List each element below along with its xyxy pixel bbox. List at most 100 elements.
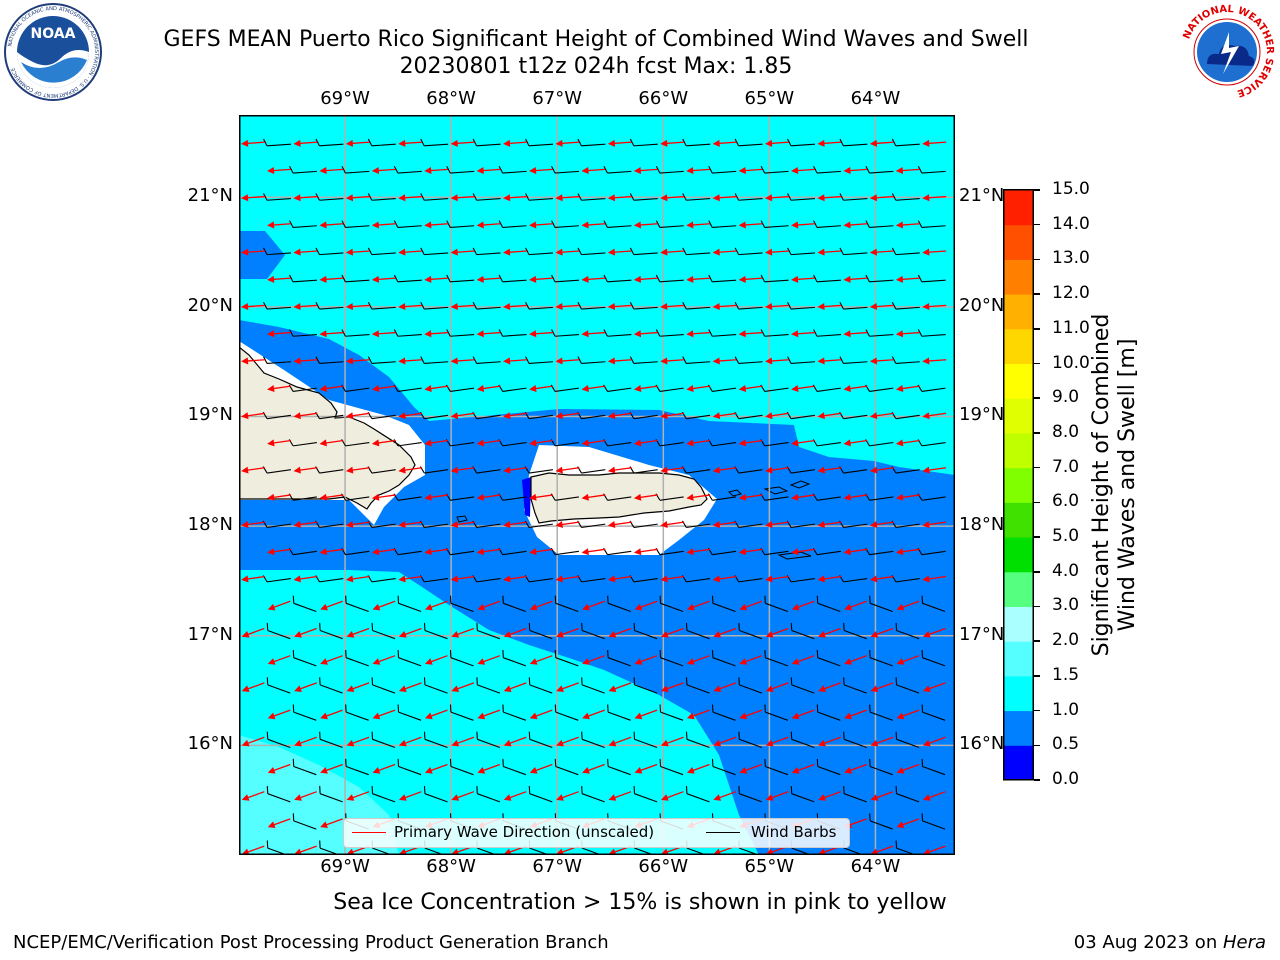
primary-wave-arrow: [765, 139, 790, 147]
wind-barb: [843, 731, 867, 749]
wind-barb: [554, 595, 579, 613]
wind-barb: [659, 704, 684, 721]
wind-barb: [449, 595, 474, 613]
wind-barb: [449, 704, 474, 721]
primary-wave-arrow: [424, 600, 448, 611]
wind-barb: [891, 302, 920, 310]
wind-barb: [554, 758, 579, 776]
wind-barb: [266, 622, 291, 640]
primary-wave-arrow: [686, 439, 711, 447]
wind-barb: [525, 247, 554, 256]
wind-barb: [711, 758, 736, 776]
primary-wave-arrow: [686, 493, 711, 501]
primary-wave-arrow: [607, 357, 632, 365]
primary-wave-arrow: [267, 709, 291, 720]
primary-wave-arrow: [791, 330, 816, 338]
wind-barb: [629, 302, 658, 310]
wind-barb: [603, 274, 632, 283]
primary-wave-arrow: [450, 248, 475, 256]
primary-wave-arrow: [241, 412, 265, 420]
map-frame: [239, 115, 955, 855]
lat-tick-left: 20°N: [187, 294, 233, 316]
colorbar-tick-mark: [1034, 328, 1040, 330]
lon-tick-top: 67°W: [532, 88, 583, 109]
wind-barb: [607, 758, 631, 776]
colorbar-tick-label: 14.0: [1052, 213, 1090, 234]
primary-wave-arrow: [870, 682, 894, 692]
wind-barb: [865, 220, 894, 228]
colorbar-tick-label: 5.0: [1052, 526, 1080, 547]
primary-wave-arrow: [895, 493, 920, 501]
primary-wave-arrow: [791, 221, 816, 229]
wind-barb: [446, 220, 475, 228]
primary-wave-arrow: [529, 655, 553, 665]
primary-wave-arrow: [922, 575, 947, 583]
primary-wave-arrow: [686, 167, 711, 175]
primary-wave-arrow: [555, 466, 580, 474]
colorbar-segment: [1004, 190, 1033, 226]
colorbar-tick-mark: [1034, 397, 1040, 399]
wind-barb: [502, 758, 527, 776]
wind-barb: [869, 650, 893, 667]
lat-tick-left: 17°N: [187, 623, 233, 645]
wind-barb: [708, 274, 737, 283]
colorbar-tick-mark: [1034, 605, 1040, 608]
lon-tick-bottom: 68°W: [426, 856, 476, 877]
wind-barb: [685, 786, 710, 803]
colorbar-tick-mark: [1034, 258, 1040, 261]
primary-wave-arrow: [686, 655, 710, 665]
primary-wave-arrow: [922, 139, 947, 147]
primary-wave-arrow: [319, 167, 344, 175]
primary-wave-arrow: [895, 439, 920, 447]
primary-wave-arrow: [371, 548, 396, 556]
primary-wave-arrow: [582, 763, 605, 774]
primary-wave-arrow: [398, 575, 423, 583]
primary-wave-arrow: [450, 194, 475, 202]
wind-barb: [498, 220, 527, 228]
wind-barb: [367, 193, 396, 201]
colorbar-segment: [1004, 432, 1033, 469]
primary-wave-arrow: [581, 221, 606, 229]
primary-wave-arrow: [503, 575, 527, 583]
wind-barb: [843, 622, 867, 640]
colorbar-tick-mark: [1034, 223, 1040, 226]
colorbar-tick-mark: [1034, 571, 1040, 573]
primary-wave-arrow: [686, 221, 711, 229]
primary-wave-arrow: [686, 385, 711, 392]
wind-barb: [292, 650, 317, 667]
primary-wave-arrow: [844, 655, 867, 665]
wind-barb: [685, 677, 710, 694]
wind-barb: [581, 622, 605, 640]
wind-barb: [629, 247, 658, 256]
primary-wave-arrow: [660, 682, 684, 692]
primary-wave-arrow: [346, 736, 370, 747]
wind-barb: [315, 302, 344, 310]
wind-barb: [917, 274, 946, 283]
wave-band-0.5-1-nw: [239, 231, 285, 279]
wind-barb: [423, 622, 448, 640]
wind-barb: [393, 220, 422, 228]
primary-wave-arrow: [555, 521, 580, 528]
primary-wave-arrow: [424, 655, 448, 665]
wind-barb: [682, 247, 711, 256]
colorbar-tick-mark: [1034, 293, 1040, 295]
primary-wave-arrow: [895, 275, 920, 283]
wind-barb: [341, 166, 370, 174]
primary-wave-arrow: [844, 600, 867, 611]
primary-wave-arrow: [660, 303, 685, 311]
wind-barb: [790, 622, 815, 640]
wind-barb: [581, 677, 605, 694]
primary-wave-arrow: [372, 763, 396, 774]
primary-wave-arrow: [424, 493, 449, 501]
primary-wave-arrow: [634, 763, 658, 774]
primary-wave-arrow: [869, 194, 894, 202]
primary-wave-arrow: [241, 736, 265, 747]
primary-wave-arrow: [319, 493, 344, 501]
wind-barb: [682, 193, 711, 201]
lon-tick-top: 64°W: [850, 88, 901, 109]
primary-wave-arrow: [607, 194, 632, 202]
colorbar-tick-label: 1.5: [1052, 664, 1080, 685]
primary-wave-arrow: [765, 627, 789, 638]
primary-wave-arrow: [791, 763, 815, 774]
primary-wave-arrow: [398, 736, 422, 747]
